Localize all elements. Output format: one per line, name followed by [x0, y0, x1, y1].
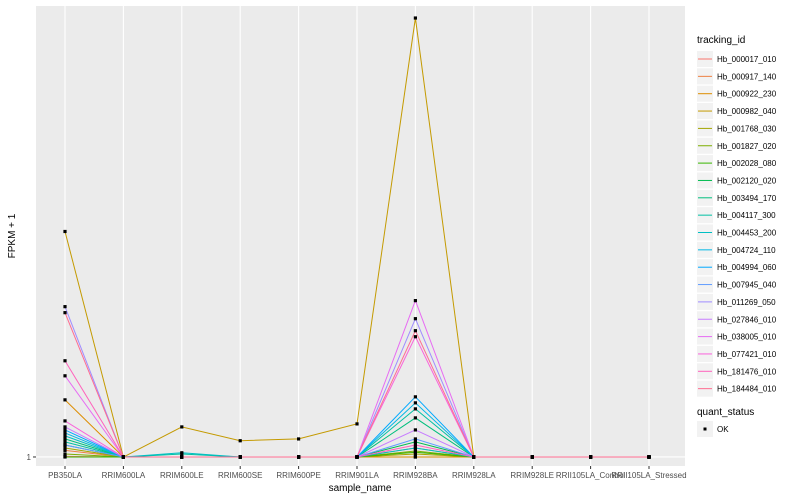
legend-label: Hb_002120_020 — [717, 176, 777, 185]
data-point — [413, 335, 417, 339]
data-point — [180, 451, 184, 455]
x-tick-label: RRII105LA_Stressed — [611, 471, 686, 480]
data-point — [413, 416, 417, 420]
legend-label: Hb_001827_020 — [717, 142, 777, 151]
data-point — [413, 317, 417, 321]
legend-label: Hb_004724_110 — [717, 246, 776, 255]
data-point — [121, 455, 125, 459]
legend-label: Hb_027846_010 — [717, 315, 777, 324]
x-tick-label: RRII105LA_Control — [556, 471, 626, 480]
legend-label: Hb_000922_230 — [717, 90, 777, 99]
data-point — [413, 455, 417, 459]
data-point — [472, 455, 476, 459]
data-point — [63, 428, 67, 432]
data-point — [63, 455, 67, 459]
data-point — [63, 446, 67, 450]
x-tick-label: PB350LA — [48, 471, 82, 480]
data-point — [413, 407, 417, 411]
legend-label: Hb_038005_010 — [717, 333, 777, 342]
shape-legend-marker — [703, 427, 707, 431]
legend-label: Hb_011269_050 — [717, 298, 776, 307]
y-tick-label: 1 — [27, 453, 32, 462]
data-point — [297, 437, 301, 441]
data-point — [413, 450, 417, 454]
data-point — [238, 455, 242, 459]
data-point — [63, 359, 67, 363]
legend-title: tracking_id — [697, 35, 745, 46]
data-point — [413, 329, 417, 333]
x-tick-label: RRIM600LE — [160, 471, 204, 480]
data-point — [413, 401, 417, 405]
plot-panel — [36, 6, 685, 466]
x-tick-label: RRIM600LA — [102, 471, 146, 480]
data-point — [413, 299, 417, 303]
data-point — [63, 374, 67, 378]
data-point — [63, 443, 67, 447]
shape-legend-label: OK — [717, 425, 729, 434]
x-tick-label: RRIM600PE — [276, 471, 320, 480]
data-point — [63, 431, 67, 435]
data-point — [180, 425, 184, 429]
data-point — [413, 452, 417, 456]
data-point — [413, 443, 417, 447]
legend-label: Hb_000017_010 — [717, 55, 777, 64]
data-point — [589, 455, 593, 459]
legend-label: Hb_004453_200 — [717, 229, 777, 238]
data-point — [355, 422, 359, 426]
data-point — [63, 419, 67, 423]
legend-label: Hb_004994_060 — [717, 263, 777, 272]
legend-label: Hb_077421_010 — [717, 350, 777, 359]
data-point — [63, 437, 67, 441]
data-point — [63, 448, 67, 452]
data-point — [63, 398, 67, 402]
x-tick-label: RRIM600SE — [218, 471, 262, 480]
data-point — [63, 229, 67, 234]
data-point — [63, 452, 67, 456]
data-point — [413, 437, 417, 441]
x-tick-label: RRIM901LA — [335, 471, 379, 480]
legend-label: Hb_003494_170 — [717, 194, 777, 203]
legend-label: Hb_002028_080 — [717, 159, 777, 168]
data-point — [180, 455, 184, 459]
x-tick-label: RRIM928LA — [452, 471, 496, 480]
data-point — [413, 446, 417, 450]
data-point — [647, 455, 651, 459]
x-axis-title: sample_name — [329, 483, 392, 494]
legend-label: Hb_000982_040 — [717, 107, 777, 116]
data-point — [63, 440, 67, 444]
legend-label: Hb_004117_300 — [717, 211, 776, 220]
data-point — [63, 311, 67, 315]
legend-label: Hb_007945_040 — [717, 281, 777, 290]
data-point — [63, 305, 67, 309]
data-point — [238, 439, 242, 443]
data-point — [413, 16, 417, 20]
x-tick-label: RRIM928LE — [510, 471, 554, 480]
data-point — [63, 425, 67, 429]
legend-label: Hb_001768_030 — [717, 124, 777, 133]
shape-legend-title: quant_status — [697, 407, 754, 418]
legend-label: Hb_184484_010 — [717, 385, 777, 394]
data-point — [63, 434, 67, 438]
data-point — [530, 455, 534, 459]
legend-label: Hb_181476_010 — [717, 367, 777, 376]
x-tick-label: RRIM928BA — [393, 471, 438, 480]
legend-label: Hb_000917_140 — [717, 72, 777, 81]
data-point — [413, 440, 417, 444]
y-axis-title: FPKM + 1 — [7, 213, 18, 258]
data-point — [413, 428, 417, 432]
data-point — [355, 455, 359, 459]
data-point — [297, 455, 301, 459]
data-point — [413, 395, 417, 399]
